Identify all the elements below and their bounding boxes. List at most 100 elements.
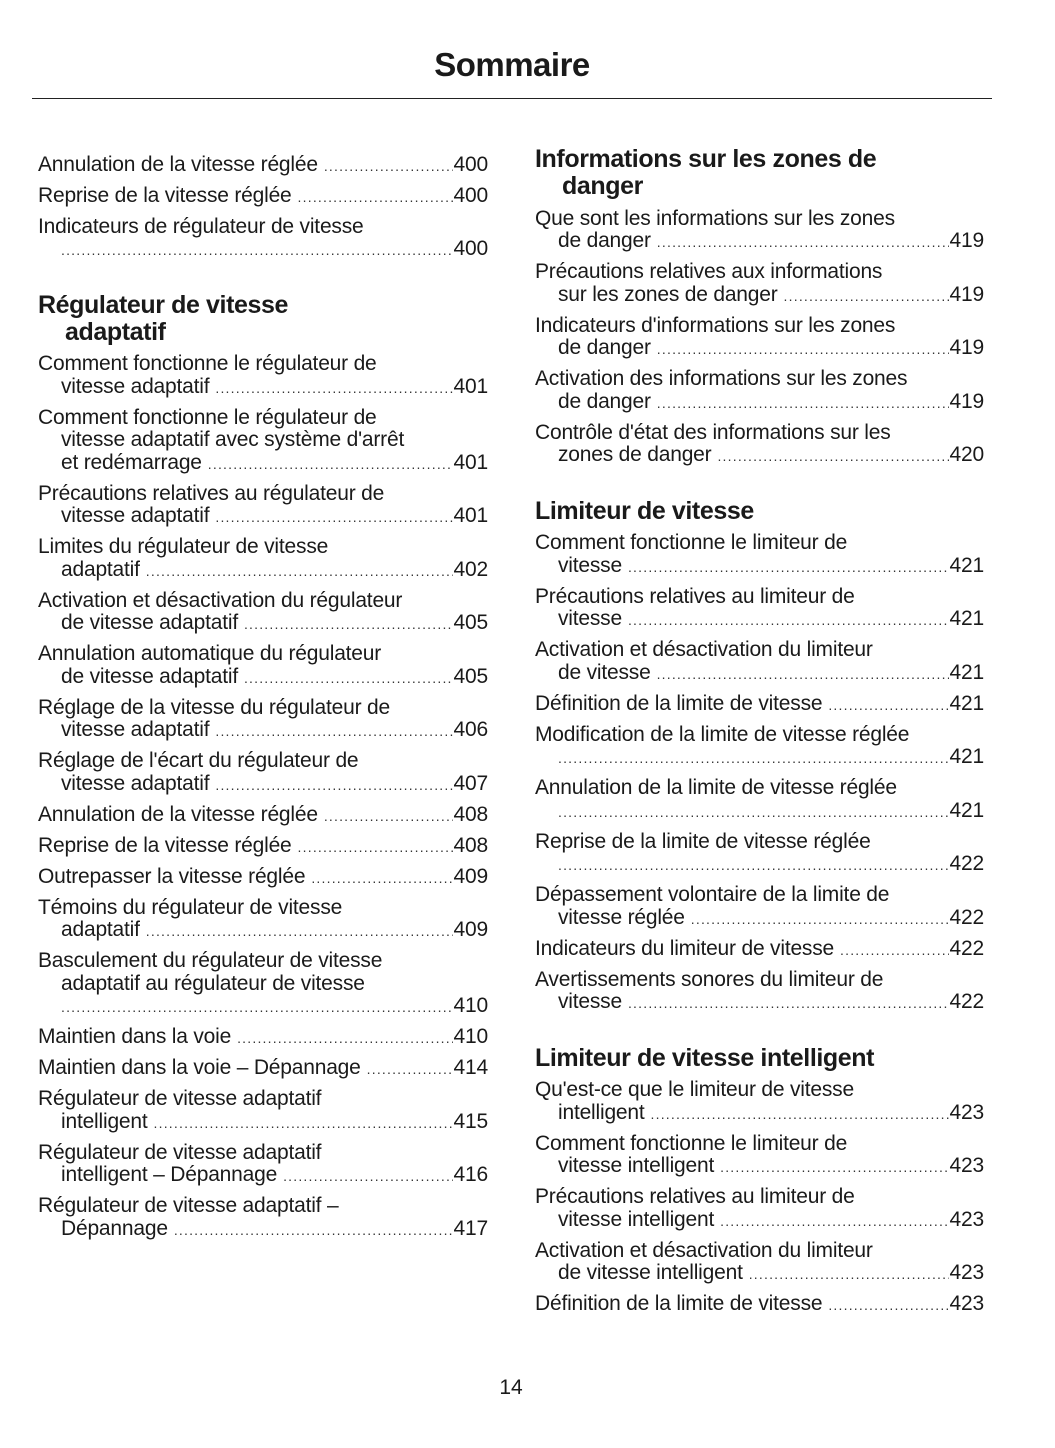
entry-text-line: Annulation automatique du régulateur bbox=[38, 642, 382, 665]
toc-entry[interactable]: Que sont les informations sur les zones d… bbox=[535, 207, 985, 254]
toc-entry[interactable]: Annulation automatique du régulateur de v… bbox=[38, 642, 489, 690]
toc-entry[interactable]: Comment fonctionne le limiteur de vitesse… bbox=[535, 531, 985, 578]
toc-entry[interactable]: Qu'est-ce que le limiteur de vitesse inte… bbox=[535, 1078, 985, 1125]
toc-entry[interactable]: Réglage de l'écart du régulateur de vites… bbox=[38, 749, 489, 796]
entry-page-number[interactable]: 405 bbox=[453, 611, 489, 634]
entry-page-number[interactable]: 419 bbox=[949, 229, 985, 252]
entry-page-number[interactable]: 421 bbox=[949, 660, 985, 684]
entry-page-number[interactable]: 409 bbox=[453, 918, 489, 941]
toc-entry[interactable]: Activation et désactivation du limiteur d… bbox=[535, 638, 985, 686]
toc-entry[interactable]: Dépassement volontaire de la limite de vi… bbox=[535, 883, 985, 930]
toc-section: Limiteur de vitesse Comment fonctionne le… bbox=[535, 497, 985, 1015]
entry-page-number[interactable]: 422 bbox=[949, 852, 985, 875]
entry-page-number[interactable]: 407 bbox=[453, 771, 489, 795]
entry-page-number[interactable]: 421 bbox=[949, 798, 985, 822]
toc-entry[interactable]: Maintien dans la voie – Dépannage 414 bbox=[38, 1056, 489, 1081]
toc-entry[interactable]: Précautions relatives au limiteur de vite… bbox=[535, 1185, 985, 1233]
toc-entry[interactable]: Reprise de la limite de vitesse réglée 42… bbox=[535, 830, 985, 877]
toc-entry[interactable]: Précautions relatives aux informations su… bbox=[535, 260, 985, 307]
entry-page-number[interactable]: 401 bbox=[453, 374, 489, 398]
entry-page-number[interactable]: 402 bbox=[453, 557, 489, 581]
toc-entry[interactable]: Contrôle d'état des informations sur les… bbox=[535, 421, 985, 468]
entry-page-number[interactable]: 410 bbox=[453, 994, 489, 1017]
entry-text-line: Annulation de la vitesse réglée bbox=[38, 802, 318, 826]
toc-entry[interactable]: Définition de la limite de vitesse 421 bbox=[535, 691, 985, 717]
entry-text-line: Définition de la limite de vitesse bbox=[535, 691, 823, 715]
section-heading-line: Informations sur les zones de bbox=[535, 145, 877, 173]
entry-text-line: et redémarrage bbox=[61, 450, 202, 474]
entry-page-number[interactable]: 415 bbox=[453, 1109, 489, 1133]
entry-page-number[interactable]: 405 bbox=[453, 664, 489, 688]
toc-entry[interactable]: Outrepasser la vitesse réglée 409 bbox=[38, 864, 489, 890]
entry-page-number[interactable]: 421 bbox=[949, 745, 985, 768]
entry-page-number[interactable]: 408 bbox=[453, 833, 489, 857]
entry-page-number[interactable]: 408 bbox=[453, 802, 489, 826]
entry-page-number[interactable]: 410 bbox=[453, 1025, 489, 1048]
entry-page-number[interactable]: 423 bbox=[949, 1154, 985, 1177]
toc-entry[interactable]: Basculement du régulateur de vitesse adap… bbox=[38, 949, 489, 1019]
entry-page-number[interactable]: 400 bbox=[453, 152, 489, 176]
toc-entry[interactable]: Régulateur de vitesse adaptatif – Dépanna… bbox=[38, 1194, 489, 1241]
entry-page-number[interactable]: 417 bbox=[453, 1216, 489, 1240]
entry-page-number[interactable]: 421 bbox=[949, 691, 985, 715]
entry-page-number[interactable]: 422 bbox=[949, 936, 985, 960]
toc-entry[interactable]: Précautions relatives au limiteur de vite… bbox=[535, 585, 985, 632]
entry-page-number[interactable]: 423 bbox=[949, 1207, 985, 1231]
entry-last-line: Reprise de la vitesse réglée 408 bbox=[38, 833, 489, 859]
toc-entry[interactable]: Précautions relatives au régulateur de vi… bbox=[38, 482, 489, 529]
entry-page-number[interactable]: 421 bbox=[949, 553, 985, 577]
entry-page-number[interactable]: 421 bbox=[949, 607, 985, 630]
toc-entry[interactable]: Annulation de la limite de vitesse réglé… bbox=[535, 776, 985, 823]
entry-page-number[interactable]: 409 bbox=[453, 864, 489, 888]
toc-entry[interactable]: Réglage de la vitesse du régulateur de vi… bbox=[38, 696, 489, 743]
dot-leader bbox=[657, 663, 949, 686]
section-heading: Informations sur les zones de danger bbox=[535, 146, 984, 200]
entry-page-number[interactable]: 422 bbox=[949, 990, 985, 1013]
entry-page-number[interactable]: 401 bbox=[453, 504, 489, 527]
entry-last-line: 422 bbox=[535, 852, 985, 877]
dot-leader bbox=[720, 1210, 948, 1233]
entry-page-number[interactable]: 423 bbox=[949, 1292, 985, 1315]
entry-page-number[interactable]: 416 bbox=[453, 1163, 489, 1186]
entry-last-line: de vitesse adaptatif 405 bbox=[38, 664, 489, 690]
entry-text-line: adaptatif au régulateur de vitesse bbox=[61, 971, 365, 995]
entry-page-number[interactable]: 419 bbox=[949, 389, 985, 413]
toc-entry[interactable]: Comment fonctionne le limiteur de vitesse… bbox=[535, 1132, 985, 1179]
toc-entry[interactable]: Annulation de la vitesse réglée 400 bbox=[38, 152, 489, 178]
toc-entry[interactable]: Indicateurs d'informations sur les zones… bbox=[535, 314, 985, 361]
entry-page-number[interactable]: 419 bbox=[949, 336, 985, 359]
toc-entry[interactable]: Témoins du régulateur de vitesse adaptati… bbox=[38, 896, 489, 943]
toc-entry[interactable]: Avertissements sonores du limiteur de vit… bbox=[535, 968, 985, 1015]
entry-page-number[interactable]: 419 bbox=[949, 282, 985, 306]
entry-page-number[interactable]: 401 bbox=[453, 450, 489, 474]
entry-text-line: de danger bbox=[558, 336, 651, 359]
section-heading-line: Régulateur de vitesse bbox=[38, 290, 289, 319]
entry-page-number[interactable]: 423 bbox=[949, 1100, 985, 1124]
entry-page-number[interactable]: 406 bbox=[453, 718, 489, 741]
toc-entry[interactable]: Activation et désactivation du limiteur d… bbox=[535, 1239, 985, 1286]
entry-text-line: Comment fonctionne le limiteur de bbox=[535, 531, 848, 554]
toc-entry[interactable]: Comment fonctionne le régulateur de vites… bbox=[38, 352, 489, 399]
toc-entry[interactable]: Annulation de la vitesse réglée 408 bbox=[38, 802, 489, 828]
toc-entry[interactable]: Maintien dans la voie 410 bbox=[38, 1025, 489, 1050]
toc-entry[interactable]: Régulateur de vitesse adaptatif intellige… bbox=[38, 1141, 489, 1188]
toc-entry[interactable]: Modification de la limite de vitesse rég… bbox=[535, 723, 985, 770]
toc-entry[interactable]: Reprise de la vitesse réglée 400 bbox=[38, 183, 489, 209]
toc-entry[interactable]: Activation et désactivation du régulateu… bbox=[38, 589, 489, 636]
toc-entry[interactable]: Activation des informations sur les zone… bbox=[535, 367, 985, 414]
toc-entry[interactable]: Régulateur de vitesse adaptatif intellige… bbox=[38, 1087, 489, 1134]
entry-page-number[interactable]: 422 bbox=[949, 905, 985, 929]
entry-page-number[interactable]: 420 bbox=[949, 443, 985, 466]
toc-entry[interactable]: Limites du régulateur de vitesse adaptati… bbox=[38, 535, 489, 582]
toc-entry[interactable]: Indicateurs de régulateur de vitesse 400 bbox=[38, 215, 489, 262]
page-title: Sommaire bbox=[434, 46, 590, 83]
toc-entry[interactable]: Définition de la limite de vitesse 423 bbox=[535, 1292, 985, 1317]
toc-entry[interactable]: Indicateurs du limiteur de vitesse 422 bbox=[535, 936, 985, 962]
entry-page-number[interactable]: 423 bbox=[949, 1261, 985, 1284]
toc-entry[interactable]: Reprise de la vitesse réglée 408 bbox=[38, 833, 489, 859]
entry-page-number[interactable]: 414 bbox=[453, 1056, 489, 1079]
entry-page-number[interactable]: 400 bbox=[453, 237, 489, 260]
toc-entry[interactable]: Comment fonctionne le régulateur de vites… bbox=[38, 406, 489, 476]
entry-text-line: sur les zones de danger bbox=[558, 282, 778, 306]
entry-page-number[interactable]: 400 bbox=[453, 183, 489, 207]
